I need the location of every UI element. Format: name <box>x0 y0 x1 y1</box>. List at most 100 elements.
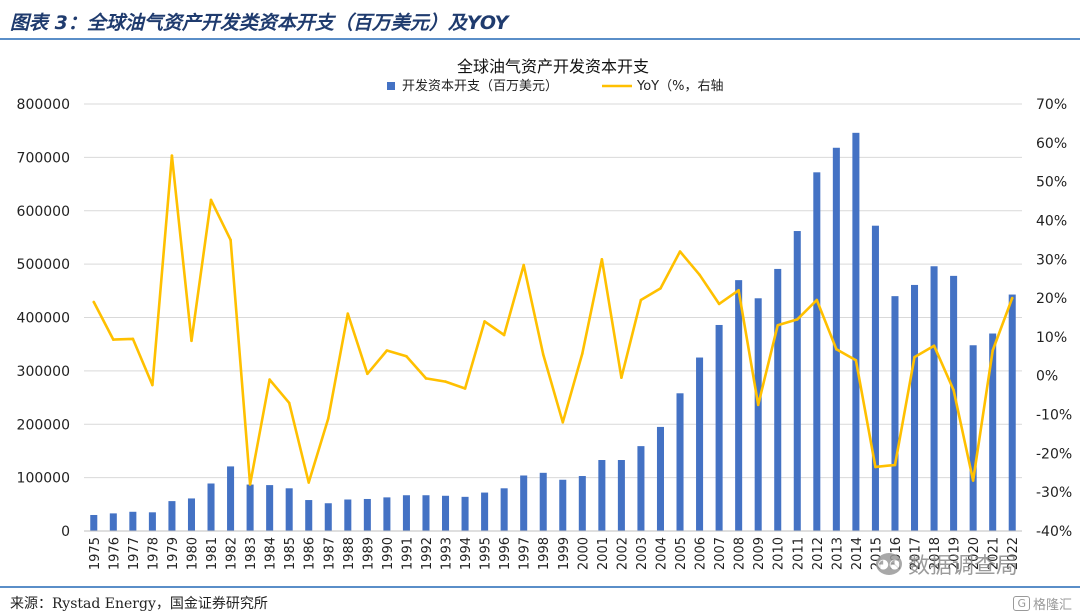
y-left-tick-label: 600000 <box>17 204 70 220</box>
yoy-point-1981 <box>209 198 213 202</box>
x-tick-label: 1977 <box>127 537 142 570</box>
yoy-point-1995 <box>483 320 486 323</box>
yoy-point-2022 <box>1010 296 1014 300</box>
bar-2010 <box>774 268 782 531</box>
bar-1994 <box>461 496 469 531</box>
x-tick-label: 1990 <box>381 537 396 570</box>
bar-1980 <box>187 498 195 531</box>
y-right-tick-label: 20% <box>1036 291 1067 307</box>
bar-2012 <box>813 172 821 531</box>
bar-1986 <box>305 500 313 531</box>
figure-title: 图表 3：全球油气资产开发类资本开支（百万美元）及YOY <box>10 12 509 34</box>
yoy-point-2016 <box>893 463 897 467</box>
x-tick-label: 2005 <box>674 537 689 570</box>
y-right-tick-label: 60% <box>1036 136 1067 152</box>
bar-2005 <box>676 393 684 531</box>
y-left-tick-label: 0 <box>61 524 70 540</box>
legend-bar-label: 开发资本开支（百万美元） <box>402 78 558 94</box>
yoy-point-1985 <box>287 401 291 405</box>
yoy-point-1996 <box>502 333 506 337</box>
yoy-point-2008 <box>737 289 740 292</box>
source-note: 来源：Rystad Energy，国金证券研究所 <box>10 596 268 612</box>
bar-1977 <box>129 511 137 531</box>
bar-1988 <box>344 499 352 531</box>
yoy-point-1997 <box>522 263 525 267</box>
yoy-point-1998 <box>541 353 545 356</box>
bar-2007 <box>715 324 723 531</box>
bar-2006 <box>696 357 704 531</box>
x-tick-label: 2007 <box>713 537 728 570</box>
x-tick-label: 2010 <box>772 537 787 570</box>
bar-1991 <box>402 495 410 531</box>
x-tick-label: 2009 <box>752 537 767 570</box>
yoy-point-2014 <box>854 358 858 362</box>
bar-2013 <box>832 147 840 531</box>
y-right-tick-label: 50% <box>1036 175 1067 191</box>
bar-2004 <box>656 426 664 531</box>
yoy-point-2020 <box>971 479 975 482</box>
yoy-point-1982 <box>229 238 232 242</box>
bar-1999 <box>559 479 567 531</box>
bar-1998 <box>539 472 547 531</box>
x-tick-label: 2012 <box>811 537 826 570</box>
y-right-tick-label: -40% <box>1036 524 1072 540</box>
x-tick-label: 1989 <box>361 537 376 570</box>
x-tick-label: 1983 <box>244 537 259 570</box>
y-right-tick-label: -20% <box>1036 446 1072 462</box>
yoy-point-1992 <box>424 377 428 380</box>
x-tick-label: 1997 <box>518 537 533 570</box>
x-tick-label: 1980 <box>185 537 200 570</box>
wechat-icon: ◕◕ <box>876 553 902 575</box>
x-tick-label: 2021 <box>987 537 1002 570</box>
yoy-point-2004 <box>659 287 662 290</box>
yoy-point-1975 <box>92 300 96 304</box>
yoy-point-2013 <box>835 348 838 351</box>
yoy-point-1990 <box>385 349 389 352</box>
x-tick-label: 1979 <box>166 537 181 570</box>
bar-2018 <box>930 266 938 531</box>
x-tick-label: 1995 <box>479 537 494 570</box>
x-tick-label: 2003 <box>635 537 650 570</box>
x-tick-label: 2000 <box>576 537 591 570</box>
yoy-point-1979 <box>170 154 174 157</box>
yoy-point-1983 <box>248 483 252 486</box>
bar-1982 <box>227 466 235 531</box>
x-tick-label: 1999 <box>557 537 572 570</box>
yoy-point-1987 <box>326 417 330 420</box>
x-tick-label: 2002 <box>615 537 630 570</box>
chart-svg: 全球油气资产开发资本开支 0 100000 200000 300000 400000 500… <box>17 57 1073 570</box>
x-tick-label: 2006 <box>694 537 709 570</box>
yoy-point-1988 <box>346 312 350 315</box>
x-tick-label: 2017 <box>909 537 924 570</box>
y-right-tick-label: 30% <box>1036 252 1067 268</box>
yoy-point-1986 <box>307 481 311 484</box>
yoy-point-1976 <box>112 338 115 341</box>
x-tick-label: 2008 <box>733 537 748 570</box>
y-left-tick-label: 200000 <box>17 417 70 433</box>
yoy-point-2006 <box>698 273 701 277</box>
bar-2014 <box>852 132 860 531</box>
bar-1984 <box>266 485 274 531</box>
watermark: ◕◕ 数据调查局 <box>876 548 1018 580</box>
yoy-point-2007 <box>717 302 721 306</box>
bar-1976 <box>109 513 117 531</box>
x-tick-label: 1992 <box>420 537 435 570</box>
bar-1995 <box>481 492 489 531</box>
yoy-point-2003 <box>639 298 643 302</box>
y-right-tick-label: 70% <box>1036 97 1067 113</box>
x-tick-label: 2001 <box>596 537 611 570</box>
yoy-point-1978 <box>151 383 154 387</box>
yoy-point-2005 <box>678 250 682 253</box>
bar-1978 <box>148 512 156 531</box>
bar-1993 <box>442 495 450 531</box>
yoy-point-2017 <box>913 355 916 359</box>
bar-1981 <box>207 483 215 531</box>
bar-1985 <box>285 488 293 531</box>
x-tick-label: 1987 <box>322 537 337 570</box>
x-tick-label: 1976 <box>107 537 122 570</box>
y-right-tick-label: -30% <box>1036 485 1072 501</box>
yoy-point-1977 <box>131 337 135 341</box>
yoy-point-2012 <box>815 298 819 302</box>
x-tick-label: 1978 <box>146 537 161 570</box>
y-left-tick-label: 700000 <box>17 150 70 166</box>
